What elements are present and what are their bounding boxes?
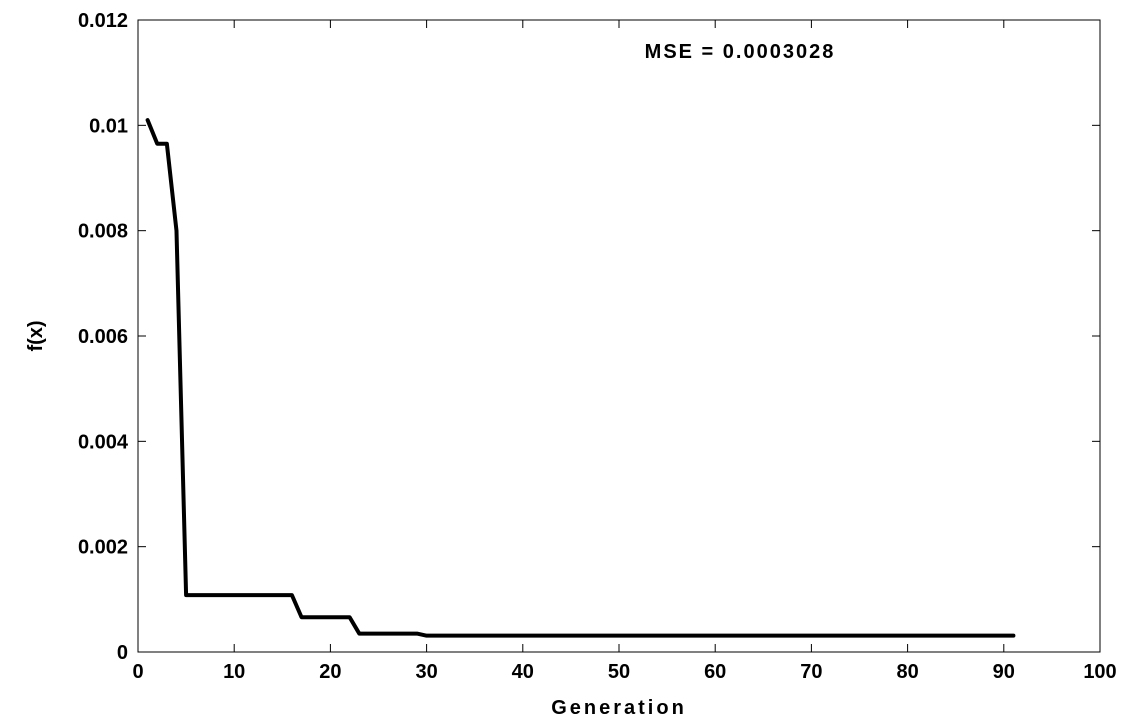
- x-tick-label: 20: [319, 661, 341, 683]
- axis-ticks: [137, 19, 1101, 653]
- y-axis-label: f(x): [25, 320, 47, 351]
- x-tick-label: 100: [1083, 661, 1116, 683]
- x-tick-label: 80: [896, 661, 918, 683]
- plot-area: [137, 19, 1101, 653]
- y-tick-label: 0.012: [78, 10, 128, 32]
- x-tick-label: 70: [800, 661, 822, 683]
- series-line: [145, 118, 1016, 638]
- y-tick-label: 0.004: [78, 431, 129, 453]
- x-tick-label: 60: [704, 661, 726, 683]
- x-tick-label: 10: [223, 661, 245, 683]
- y-tick-label: 0.006: [78, 326, 128, 348]
- y-tick-label: 0.01: [89, 115, 128, 137]
- x-tick-label: 40: [512, 661, 534, 683]
- x-tick-label: 0: [132, 661, 143, 683]
- y-tick-label: 0: [117, 642, 128, 664]
- y-tick-label: 0.008: [78, 221, 128, 243]
- x-tick-label: 50: [608, 661, 630, 683]
- axis-tick-labels: 0 10 20 30 40 50 60 70 80 90 100 0 0.002 0.004 0.006 0.…: [78, 10, 1117, 683]
- y-tick-label: 0.002: [78, 537, 128, 559]
- x-tick-label: 30: [415, 661, 437, 683]
- x-tick-label: 90: [993, 661, 1015, 683]
- mse-annotation: MSE = 0.0003028: [645, 41, 836, 63]
- x-axis-label: Generation: [551, 697, 687, 719]
